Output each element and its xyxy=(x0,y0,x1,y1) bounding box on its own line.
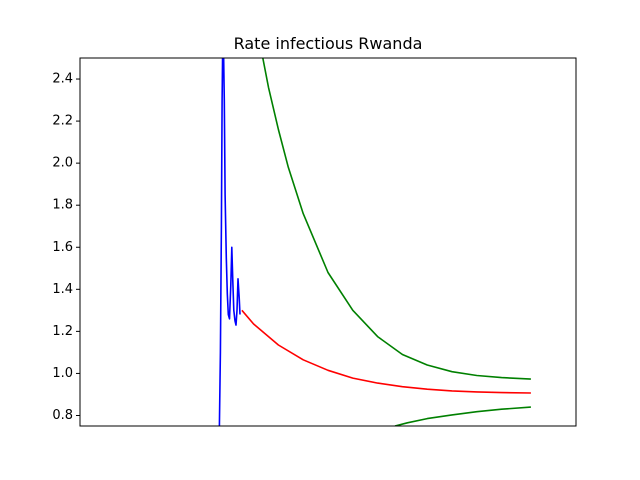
series-line-3 xyxy=(261,58,531,380)
y-tick-label: 0.8 xyxy=(52,408,73,423)
y-tick-label: 2.4 xyxy=(52,72,73,87)
y-tick-label: 1.8 xyxy=(52,198,73,213)
y-tick-label: 1.0 xyxy=(52,366,73,381)
y-tick-label: 1.4 xyxy=(52,282,73,297)
chart-title: Rate infectious Rwanda xyxy=(234,34,423,53)
series-layer xyxy=(218,58,531,426)
y-tick-label: 2.2 xyxy=(52,114,73,129)
series-line-2 xyxy=(241,309,531,394)
y-tick-label: 2.0 xyxy=(52,156,73,171)
y-axis-ticks: 0.8 1.0 1.2 1.4 1.6 1.8 2.0 2.2 2.4 xyxy=(52,72,80,423)
y-tick-label: 1.6 xyxy=(52,240,73,255)
y-tick-label: 1.2 xyxy=(52,324,73,339)
series-line-1 xyxy=(218,58,241,426)
series-line-4 xyxy=(394,406,531,426)
plot-frame xyxy=(79,57,577,427)
